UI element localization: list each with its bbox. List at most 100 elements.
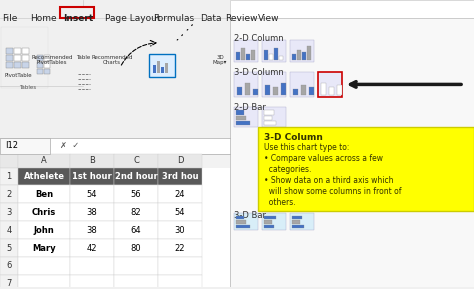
- Text: 3-D Column: 3-D Column: [264, 133, 323, 142]
- Text: Line: Line: [242, 45, 254, 50]
- Text: 3-D Column: 3-D Column: [234, 68, 283, 77]
- Bar: [329, 87, 334, 95]
- Bar: [161, 66, 164, 73]
- Bar: [318, 71, 342, 97]
- Text: Page Layout: Page Layout: [105, 14, 161, 23]
- Bar: [114, 186, 158, 203]
- Bar: [158, 221, 202, 239]
- Bar: [114, 239, 158, 257]
- Bar: [0, 138, 50, 154]
- Bar: [281, 84, 286, 95]
- Bar: [264, 121, 276, 125]
- Bar: [70, 257, 114, 275]
- Bar: [6, 55, 13, 61]
- Bar: [241, 48, 245, 60]
- Text: Data: Data: [200, 14, 221, 23]
- Bar: [262, 212, 286, 230]
- Text: D: D: [177, 156, 183, 165]
- Bar: [37, 55, 43, 61]
- Text: 7: 7: [6, 279, 12, 288]
- Bar: [253, 89, 258, 95]
- Bar: [321, 84, 326, 95]
- Bar: [158, 275, 202, 289]
- Bar: [22, 55, 29, 61]
- Bar: [262, 71, 286, 97]
- Bar: [37, 68, 43, 75]
- Text: File: File: [2, 14, 18, 23]
- Bar: [0, 275, 18, 289]
- Bar: [262, 40, 286, 62]
- Bar: [236, 216, 244, 219]
- Text: 54: 54: [175, 208, 185, 217]
- Text: Home: Home: [30, 14, 56, 23]
- Bar: [297, 50, 301, 60]
- Bar: [70, 168, 114, 186]
- Text: B: B: [89, 156, 95, 165]
- Text: 1: 1: [6, 172, 12, 181]
- Bar: [22, 48, 29, 54]
- Bar: [245, 84, 250, 95]
- Text: Insert: Insert: [63, 14, 93, 23]
- Bar: [264, 216, 276, 219]
- Text: 2nd hour: 2nd hour: [115, 172, 157, 181]
- Text: Table: Table: [76, 55, 90, 60]
- Bar: [274, 48, 278, 60]
- Bar: [114, 154, 158, 168]
- Bar: [292, 216, 302, 219]
- Bar: [114, 257, 158, 275]
- Bar: [18, 186, 70, 203]
- Bar: [0, 168, 18, 186]
- Text: • Show data on a third axis which: • Show data on a third axis which: [264, 176, 393, 185]
- Text: 1st hour: 1st hour: [72, 172, 112, 181]
- Bar: [251, 50, 255, 60]
- Bar: [234, 40, 258, 62]
- Bar: [234, 107, 258, 127]
- Text: 54: 54: [87, 190, 97, 199]
- Text: Ben: Ben: [35, 190, 53, 199]
- Bar: [236, 121, 250, 125]
- Text: 24: 24: [175, 190, 185, 199]
- Bar: [0, 239, 18, 257]
- Bar: [70, 239, 114, 257]
- Bar: [262, 107, 286, 127]
- Bar: [0, 203, 18, 221]
- Text: Mary: Mary: [32, 244, 56, 253]
- Bar: [0, 154, 230, 168]
- Bar: [14, 55, 21, 61]
- Bar: [246, 54, 250, 60]
- Text: 82: 82: [131, 208, 141, 217]
- Bar: [158, 239, 202, 257]
- Bar: [0, 257, 18, 275]
- Bar: [230, 18, 474, 287]
- Bar: [114, 168, 158, 186]
- Text: will show some columns in front of: will show some columns in front of: [264, 187, 401, 196]
- Bar: [158, 203, 202, 221]
- Text: others.: others.: [264, 198, 295, 207]
- Bar: [158, 186, 202, 203]
- Bar: [6, 48, 13, 54]
- Bar: [18, 275, 70, 289]
- Bar: [165, 63, 168, 73]
- Bar: [309, 87, 314, 95]
- Bar: [236, 110, 244, 114]
- Bar: [157, 61, 160, 73]
- Bar: [6, 62, 13, 68]
- Bar: [234, 71, 258, 97]
- Bar: [114, 275, 158, 289]
- Text: 3: 3: [6, 208, 12, 217]
- Bar: [14, 62, 21, 68]
- Bar: [114, 221, 158, 239]
- Bar: [236, 225, 250, 228]
- Text: ✗  ✓: ✗ ✓: [60, 141, 79, 150]
- Text: 3rd hou: 3rd hou: [162, 172, 198, 181]
- Text: 2-D Column: 2-D Column: [234, 34, 283, 43]
- Bar: [290, 212, 314, 230]
- Text: 2: 2: [6, 190, 12, 199]
- Bar: [264, 220, 272, 224]
- Bar: [301, 86, 306, 95]
- Text: 64: 64: [131, 226, 141, 235]
- Bar: [237, 87, 242, 95]
- Bar: [234, 212, 258, 230]
- Bar: [153, 64, 156, 73]
- Text: 56: 56: [131, 190, 141, 199]
